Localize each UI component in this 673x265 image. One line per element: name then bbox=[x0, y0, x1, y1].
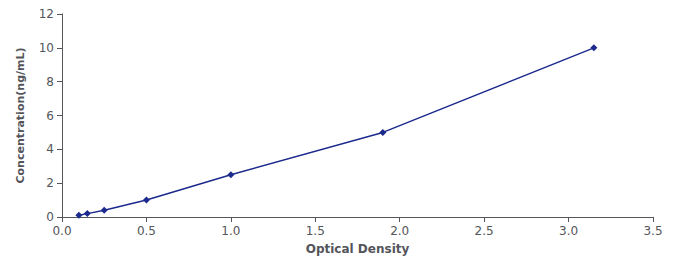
svg-text:0: 0 bbox=[46, 210, 54, 224]
svg-text:1.5: 1.5 bbox=[306, 224, 325, 238]
svg-text:Optical Density: Optical Density bbox=[306, 242, 410, 256]
svg-text:2: 2 bbox=[46, 176, 54, 190]
svg-text:0.5: 0.5 bbox=[137, 224, 156, 238]
svg-text:3.0: 3.0 bbox=[559, 224, 578, 238]
svg-text:Concentration(ng/mL): Concentration(ng/mL) bbox=[14, 47, 27, 183]
svg-text:3.5: 3.5 bbox=[643, 224, 662, 238]
svg-text:1.0: 1.0 bbox=[221, 224, 240, 238]
svg-text:10: 10 bbox=[39, 41, 54, 55]
svg-text:2.0: 2.0 bbox=[390, 224, 409, 238]
svg-text:0.0: 0.0 bbox=[52, 224, 71, 238]
svg-text:8: 8 bbox=[46, 75, 54, 89]
svg-text:4: 4 bbox=[46, 142, 54, 156]
svg-text:6: 6 bbox=[46, 109, 54, 123]
svg-text:12: 12 bbox=[39, 7, 54, 21]
svg-text:2.5: 2.5 bbox=[475, 224, 494, 238]
